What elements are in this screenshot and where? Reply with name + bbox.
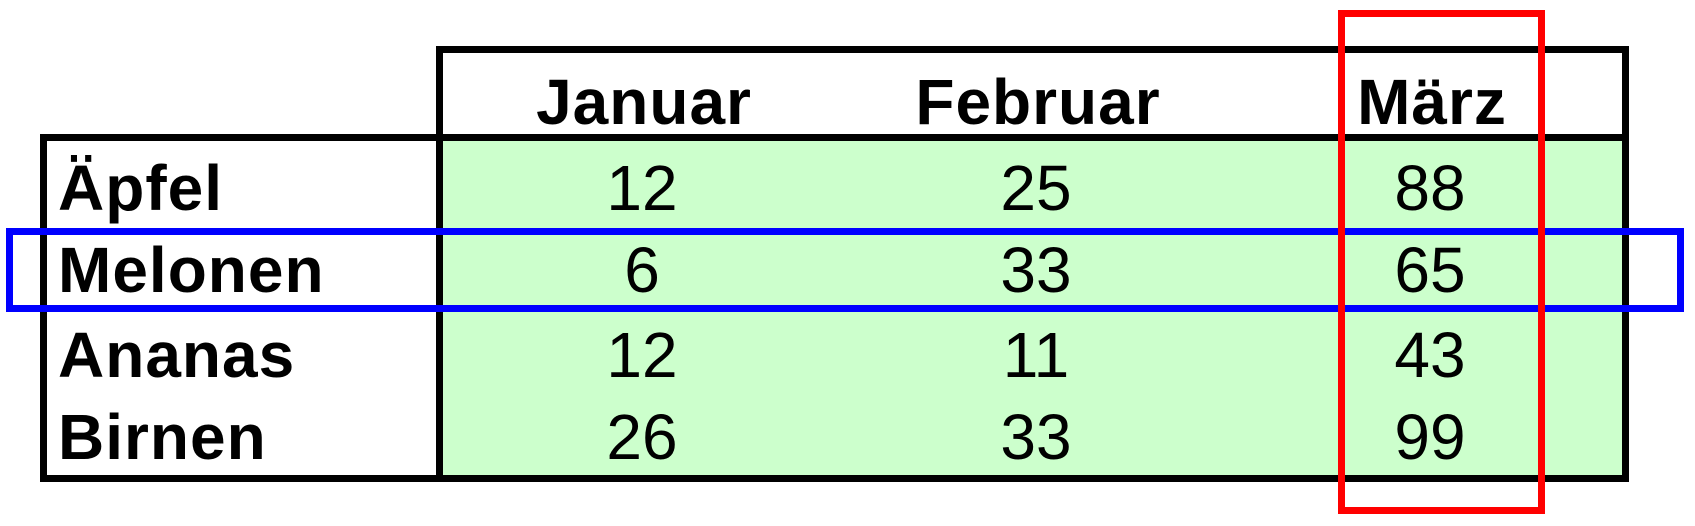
row-highlight-box [6, 228, 1684, 312]
table-cell: 11 [1002, 319, 1070, 391]
table-cell: 12 [606, 319, 678, 391]
row-label-birnen: Birnen [58, 401, 267, 473]
table-cell: 33 [1000, 401, 1072, 473]
row-label-melonen: Melonen [58, 234, 325, 306]
table-cell: 25 [1000, 152, 1072, 224]
table-cell: 65 [1394, 234, 1466, 306]
table-cell: 26 [606, 401, 678, 473]
table-cell: 43 [1394, 319, 1466, 391]
table-cell: 33 [1000, 234, 1072, 306]
row-label-aepfel: Äpfel [58, 152, 223, 224]
table-cell: 99 [1394, 401, 1466, 473]
column-highlight-box [1338, 10, 1545, 514]
column-header-februar: Februar [915, 66, 1161, 138]
column-header-januar: Januar [536, 66, 752, 138]
column-header-maerz: März [1357, 66, 1507, 138]
table-cell: 12 [606, 152, 678, 224]
table-cell: 6 [624, 234, 660, 306]
column-header-frame [436, 46, 1629, 142]
row-label-ananas: Ananas [58, 319, 296, 391]
table-cell: 88 [1394, 152, 1466, 224]
